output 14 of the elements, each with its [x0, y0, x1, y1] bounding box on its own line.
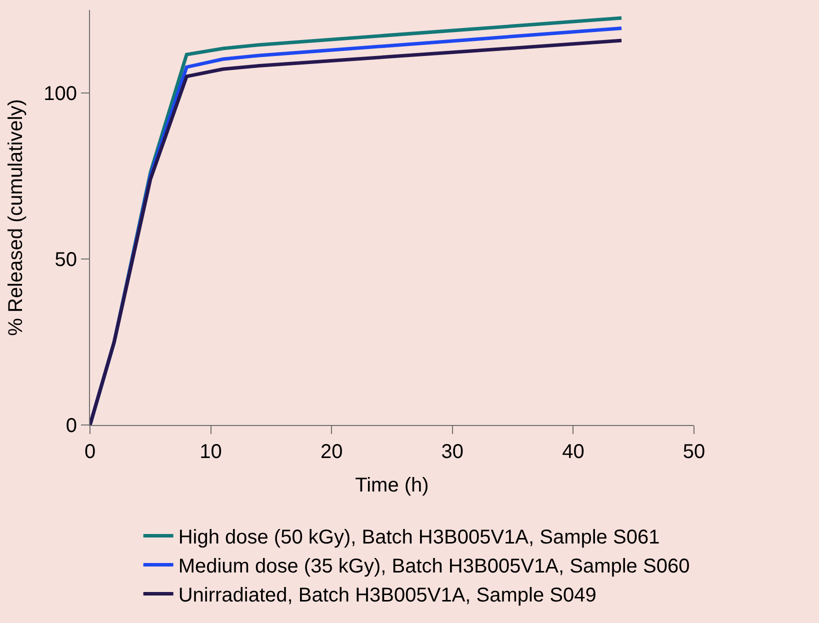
legend-label: Unirradiated, Batch H3B005V1A, Sample S049 [178, 584, 596, 607]
x-tick-label: 0 [84, 441, 96, 463]
x-tick-label: 40 [562, 441, 584, 463]
legend-label: High dose (50 kGy), Batch H3B005V1A, Sample S061 [178, 526, 660, 549]
y-axis-title: % Released (cumulatively) [5, 99, 28, 336]
y-tick-label: 50 [54, 249, 77, 271]
legend-label: Medium dose (35 kGy), Batch H3B005V1A, Sample S060 [178, 556, 690, 578]
x-tick-label: 20 [320, 441, 343, 463]
x-tick-label: 50 [682, 441, 706, 463]
y-tick-label: 0 [66, 415, 77, 437]
y-tick-label: 100 [44, 83, 77, 105]
x-tick-label: 10 [200, 441, 222, 463]
x-tick-label: 30 [441, 441, 464, 463]
x-axis-title: Time (h) [355, 474, 429, 496]
